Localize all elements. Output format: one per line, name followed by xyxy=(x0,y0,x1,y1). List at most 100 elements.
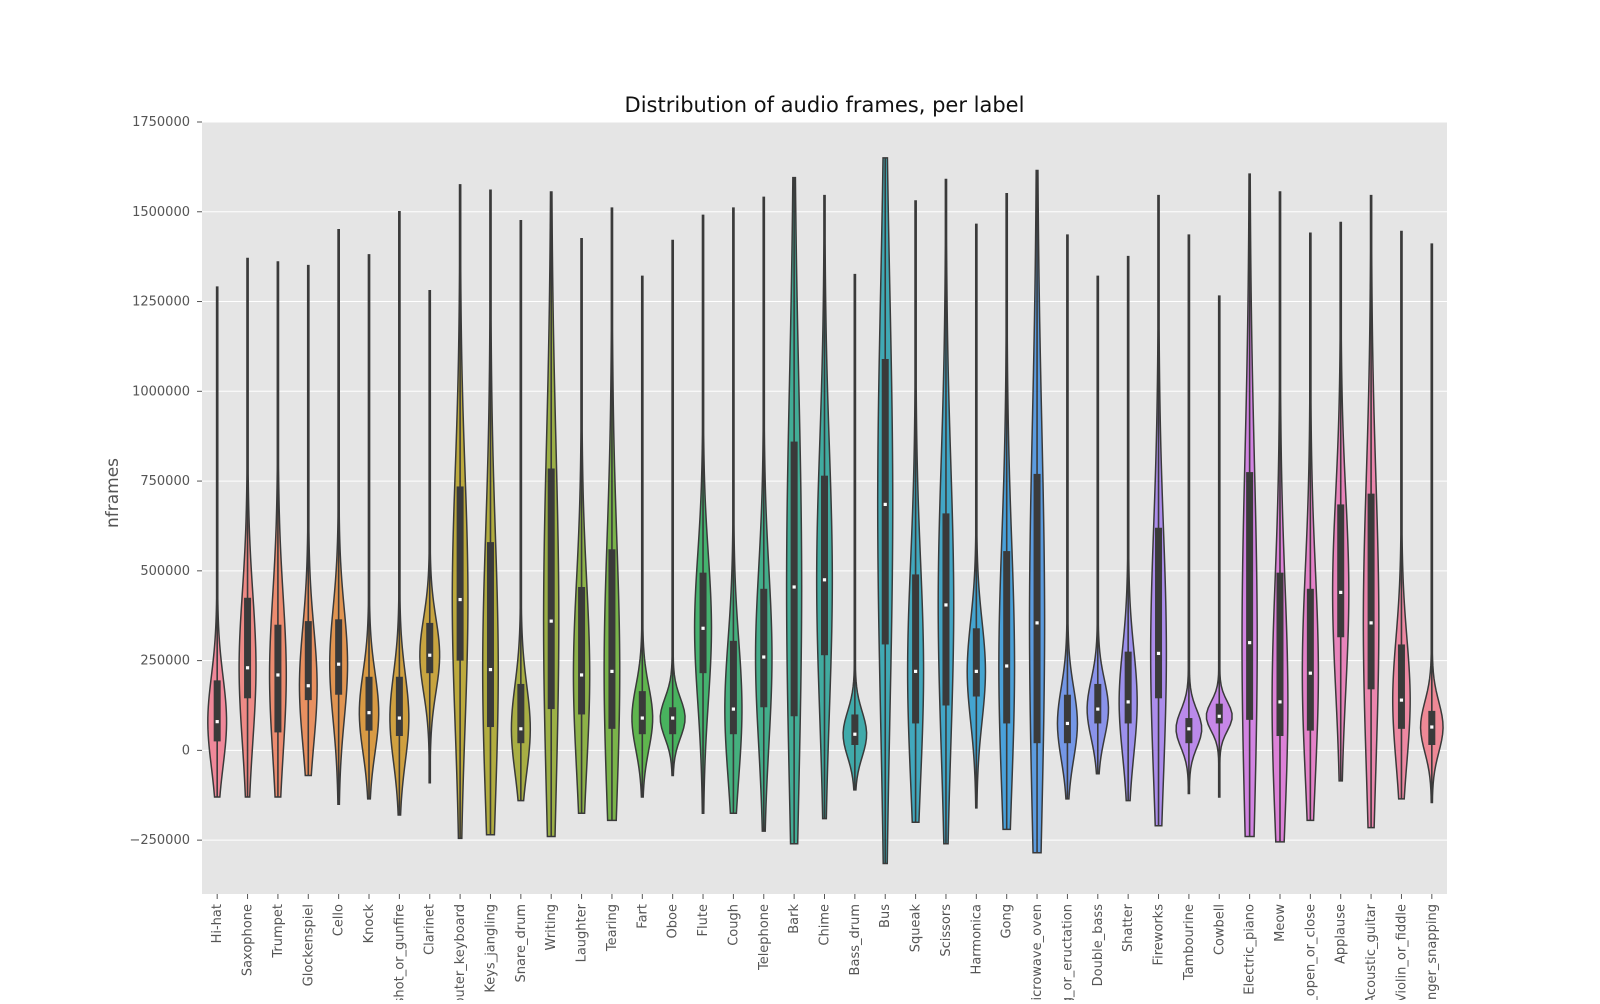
x-tick-label: Chime xyxy=(818,904,833,946)
y-tick-label: 1500000 xyxy=(132,205,190,220)
violin-median-marker xyxy=(1005,664,1009,668)
x-tick-label: Tearing xyxy=(605,904,620,952)
violin-median-marker xyxy=(853,732,857,736)
x-tick-label: Scissors xyxy=(939,904,954,957)
violin-bark xyxy=(785,176,803,845)
x-tick-label: Computer_keyboard xyxy=(453,904,468,1000)
y-tick-label: 0 xyxy=(182,743,190,758)
violin-gunshot-or-gunfire xyxy=(389,211,410,816)
violin-iqr-box xyxy=(517,683,525,744)
violin-cello xyxy=(328,228,349,805)
violin-median-marker xyxy=(1035,621,1039,625)
violin-iqr-box xyxy=(335,619,343,695)
violin-median-marker xyxy=(944,603,948,607)
violin-median-marker xyxy=(701,626,705,630)
violin-chime xyxy=(815,194,834,820)
violin-iqr-box xyxy=(426,622,434,674)
violin-median-marker xyxy=(1339,590,1343,594)
violin-median-marker xyxy=(215,720,219,724)
x-tick-label: Meow xyxy=(1273,904,1288,942)
x-tick-label: Laughter xyxy=(575,903,590,962)
violin-iqr-box xyxy=(1094,683,1102,724)
violin-iqr-box xyxy=(395,676,403,737)
violin-iqr-box xyxy=(213,680,221,742)
violin-iqr-box xyxy=(1367,493,1375,690)
violin-iqr-box xyxy=(608,549,616,729)
violin-meow xyxy=(1271,191,1289,843)
violin-median-marker xyxy=(488,667,493,672)
violin-iqr-box xyxy=(486,542,494,728)
violin-iqr-box xyxy=(1003,551,1011,724)
violin-scissors xyxy=(937,178,955,845)
x-tick-label: Microwave_oven xyxy=(1030,904,1045,1000)
violin-iqr-box xyxy=(821,475,828,656)
x-tick-label: Saxophone xyxy=(241,904,256,976)
x-tick-label: Shatter xyxy=(1121,903,1136,952)
violin-median-marker xyxy=(640,716,644,720)
violin-median-marker xyxy=(367,711,371,715)
violin-median-marker xyxy=(519,727,523,731)
violin-median-marker xyxy=(337,662,341,666)
violin-median-marker xyxy=(397,716,401,720)
violin-iqr-box xyxy=(1155,527,1163,699)
violin-iqr-box xyxy=(244,597,252,699)
violin-median-marker xyxy=(913,669,918,673)
violin-iqr-box xyxy=(304,621,312,701)
violin-double-bass xyxy=(1086,275,1110,775)
violins xyxy=(207,157,1444,865)
violin-iqr-box xyxy=(274,624,282,733)
violin-median-marker xyxy=(1430,725,1434,729)
y-tick-label: 250000 xyxy=(140,654,190,669)
y-tick-label: 1000000 xyxy=(132,384,190,399)
x-tick-label: Cowbell xyxy=(1212,904,1227,955)
violin-keys-jangling xyxy=(481,189,500,836)
violin-median-marker xyxy=(974,669,978,673)
y-tick-label: 1250000 xyxy=(132,295,190,310)
x-tick-label: Oboe xyxy=(666,904,681,938)
violin-iqr-box xyxy=(669,707,677,735)
violin-finger-snapping xyxy=(1419,243,1444,804)
y-tick-label: −250000 xyxy=(129,833,190,848)
x-tick-label: Snare_drum xyxy=(514,904,529,983)
violin-iqr-box xyxy=(547,468,555,710)
violin-median-marker xyxy=(458,597,462,602)
violin-iqr-box xyxy=(1215,703,1223,724)
violin-computer-keyboard xyxy=(451,184,469,840)
violin-median-marker xyxy=(1308,671,1312,675)
y-axis-ticks: −250000 0 250000 500000 750000 1000000 1250000… xyxy=(129,115,202,848)
y-tick-label: 750000 xyxy=(140,474,190,489)
violin-median-marker xyxy=(671,716,675,720)
y-axis-label: nframes xyxy=(103,458,123,528)
violin-bass-drum xyxy=(842,273,868,791)
violin-hi-hat xyxy=(207,286,228,798)
x-tick-label: Cough xyxy=(726,904,741,946)
violin-flute xyxy=(693,214,713,814)
violin-clarinet xyxy=(419,290,441,784)
violin-median-marker xyxy=(792,585,796,589)
violin-drawer-open-or-close xyxy=(1301,232,1320,822)
violin-fireworks xyxy=(1149,194,1168,827)
violin-iqr-box xyxy=(365,676,373,731)
violin-median-marker xyxy=(1126,700,1130,704)
x-tick-label: Tambourine xyxy=(1182,904,1197,981)
violin-iqr-box xyxy=(1276,572,1284,737)
x-tick-label: Drawer_open_or_close xyxy=(1303,904,1318,1000)
x-tick-label: Bark xyxy=(787,904,802,934)
violin-snare-drum xyxy=(510,219,532,802)
violin-iqr-box xyxy=(1033,473,1041,744)
violin-median-marker xyxy=(1278,700,1282,704)
x-tick-label: Trumpet xyxy=(271,904,286,959)
violin-telephone xyxy=(754,196,773,832)
violin-tambourine xyxy=(1175,234,1203,795)
violin-laughter xyxy=(572,237,591,814)
violin-electric-piano xyxy=(1241,173,1258,838)
violin-cowbell xyxy=(1205,295,1233,798)
violin-iqr-box xyxy=(942,513,950,706)
x-tick-label: Harmonica xyxy=(969,904,984,974)
x-tick-label: Gunshot_or_gunfire xyxy=(392,904,407,1000)
x-tick-label: Keys_jangling xyxy=(483,904,498,993)
violin-acoustic-guitar xyxy=(1362,194,1380,829)
violin-median-marker xyxy=(762,655,766,659)
violin-knock xyxy=(358,254,380,800)
